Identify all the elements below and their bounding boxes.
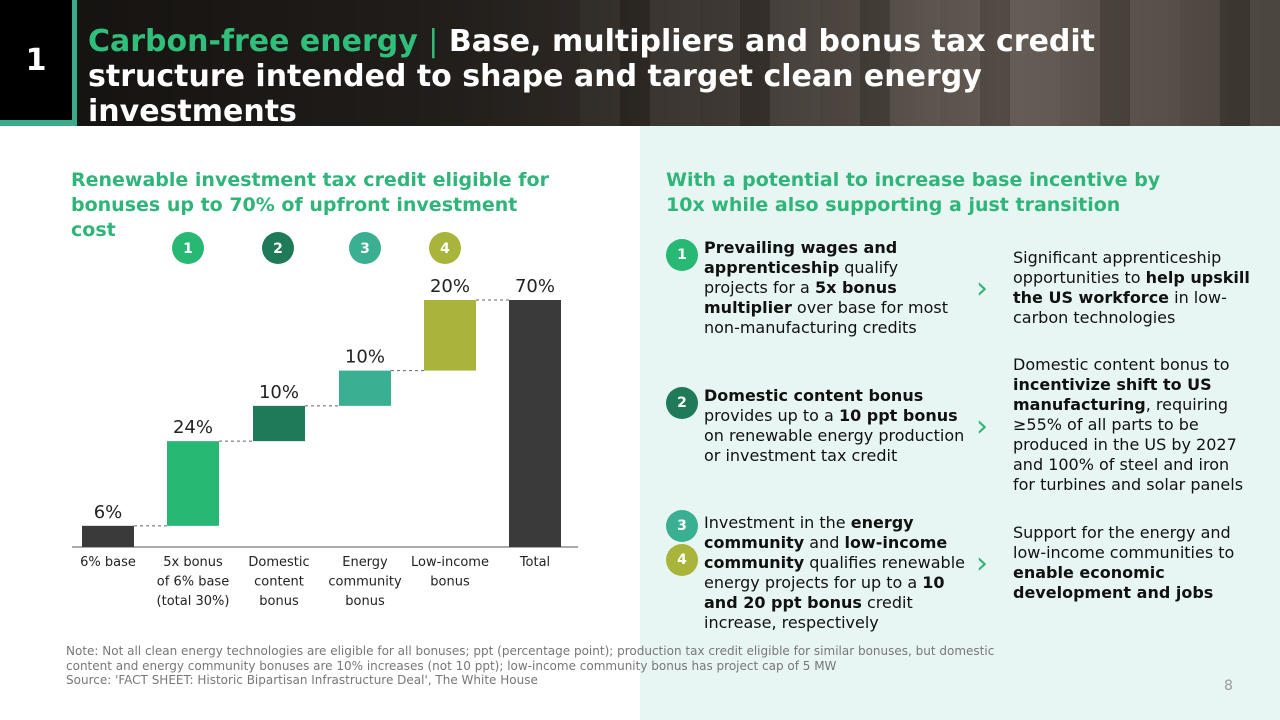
right-heading: With a potential to increase base incent… <box>666 169 1161 216</box>
step-marker-2 <box>262 232 294 264</box>
data-label-1: 6% <box>94 502 123 523</box>
category-label: bonus <box>259 594 299 609</box>
body-text: and <box>804 533 845 552</box>
bar-2 <box>167 441 219 526</box>
incentive-impact: Significant apprenticeship opportunities… <box>1013 248 1251 328</box>
source-text: Source: 'FACT SHEET: Historic Bipartisan… <box>66 673 538 687</box>
body-text: Domestic content bonus to <box>1013 355 1230 374</box>
bar-6 <box>509 300 561 547</box>
body-text: credit increase, respectively <box>704 593 913 632</box>
category-label: Low-income <box>411 555 489 570</box>
emphasis-text: energy community <box>704 513 914 552</box>
emphasis-text: enable economic development and jobs <box>1013 563 1214 602</box>
emphasis-text: Prevailing wages and apprenticeship <box>704 238 898 277</box>
right-panel <box>640 126 1280 720</box>
note-text: Note: Not all clean energy technologies … <box>66 644 995 673</box>
data-label-6: 70% <box>515 276 555 297</box>
footnote: Note: Not all clean energy technologies … <box>66 644 1026 688</box>
title-separator: | <box>428 24 439 59</box>
category-label: bonus <box>345 594 385 609</box>
incentive-description: Domestic content bonus provides up to a … <box>704 386 966 466</box>
step-marker-1 <box>172 232 204 264</box>
body-text: qualify projects for a <box>704 258 899 297</box>
step-marker-4: 4 <box>666 544 698 576</box>
step-marker-number-4: 4 <box>440 241 450 257</box>
category-label: 5x bonus <box>163 555 223 570</box>
category-label: community <box>328 575 402 590</box>
incentive-impact: Support for the energy and low-income co… <box>1013 523 1251 603</box>
page-title: Carbon-free energy | Base, multipliers a… <box>88 24 1188 129</box>
step-marker-2: 2 <box>666 387 698 419</box>
body-text: Support for the energy and low-income co… <box>1013 523 1235 562</box>
emphasis-text: 5x bonus multiplier <box>704 278 897 317</box>
body-text: on renewable energy production or invest… <box>704 426 965 465</box>
body-text: qualifies renewable energy projects for … <box>704 553 965 592</box>
step-marker-3 <box>349 232 381 264</box>
step-marker-4 <box>429 232 461 264</box>
data-label-3: 10% <box>259 382 299 403</box>
section-number: 1 <box>0 0 72 120</box>
step-marker-number-2: 2 <box>273 241 283 257</box>
emphasis-text: help upskill the US workforce <box>1013 268 1250 307</box>
section-accent-bar-bottom <box>0 120 77 126</box>
emphasis-text: 10 ppt bonus <box>838 406 958 425</box>
bar-4 <box>339 370 391 406</box>
emphasis-text: low-income community <box>704 533 948 572</box>
step-marker-3: 3 <box>666 510 698 542</box>
left-heading: Renewable investment tax credit eligible… <box>71 169 549 241</box>
incentive-impact: Domestic content bonus to incentivize sh… <box>1013 355 1251 495</box>
step-marker-number-1: 1 <box>183 241 193 257</box>
body-text: , requiring ≥55% of all parts to be prod… <box>1013 395 1244 494</box>
chevron-right-icon: › <box>976 546 988 581</box>
title-rest: Base, multipliers and bonus tax credit s… <box>88 24 1096 129</box>
category-label: Domestic <box>248 555 309 570</box>
incentive-description: Investment in the energy community and l… <box>704 513 966 633</box>
category-label: Total <box>519 555 550 570</box>
data-label-2: 24% <box>173 417 213 438</box>
waterfall-chart: 6% 6% base 24% 5x bonus of 6% base (total 30%… <box>72 232 578 609</box>
step-marker-number-3: 3 <box>360 241 370 257</box>
category-label: content <box>254 575 304 590</box>
emphasis-text: 10 and 20 ppt bonus <box>704 573 945 612</box>
chevron-right-icon: › <box>976 409 988 444</box>
emphasis-text: incentivize shift to US manufacturing <box>1013 375 1212 414</box>
header-shade <box>0 0 1280 126</box>
category-label: 6% base <box>80 555 136 570</box>
body-text: provides up to a <box>704 406 839 425</box>
category-label: bonus <box>430 575 470 590</box>
bar-3 <box>253 405 305 442</box>
data-label-5: 20% <box>430 276 470 297</box>
emphasis-text: Domestic content bonus <box>704 386 924 405</box>
chevron-right-icon: › <box>976 271 988 306</box>
incentive-description: Prevailing wages and apprenticeship qual… <box>704 238 966 338</box>
body-text: over base for most non-manufacturing cre… <box>704 298 948 337</box>
body-text: Significant apprenticeship opportunities… <box>1013 248 1222 287</box>
section-accent-bar <box>72 0 77 126</box>
data-label-4: 10% <box>345 347 385 368</box>
category-label: Energy <box>342 555 388 570</box>
bar-5 <box>424 300 476 371</box>
category-label: of 6% base <box>157 575 229 590</box>
page-number: 8 <box>1224 678 1233 694</box>
title-accent: Carbon-free energy <box>88 24 418 59</box>
header-banner <box>0 0 1280 126</box>
body-text: in low-carbon technologies <box>1013 288 1227 327</box>
step-marker-1: 1 <box>666 239 698 271</box>
category-label: (total 30%) <box>157 594 230 609</box>
body-text: Investment in the <box>704 513 851 532</box>
bar-1 <box>82 525 134 547</box>
